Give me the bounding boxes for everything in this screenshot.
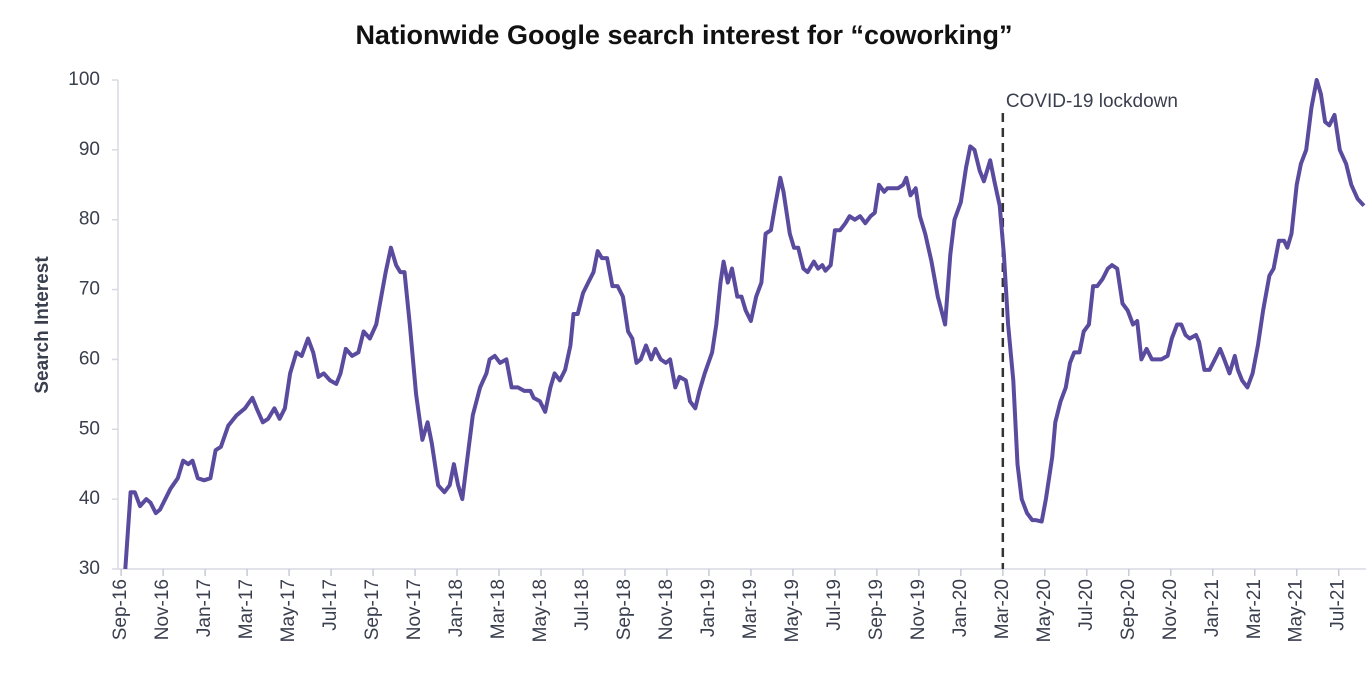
- x-tick-label: Sep-18: [614, 579, 635, 640]
- x-tick-label: Nov-18: [656, 579, 677, 640]
- x-tick-label: Sep-17: [362, 579, 383, 640]
- x-tick-label: Sep-16: [110, 579, 131, 640]
- x-tick-label: Jul-18: [572, 579, 593, 631]
- y-tick-label: 60: [79, 348, 100, 369]
- x-tick-label: Jul-20: [1076, 579, 1097, 631]
- x-tick-label: Nov-20: [1160, 579, 1181, 640]
- y-tick-label: 70: [79, 279, 100, 300]
- x-tick-label: Nov-16: [152, 579, 173, 640]
- x-tick-label: Jul-17: [320, 579, 341, 631]
- y-tick-label: 100: [68, 69, 100, 90]
- x-tick-label: Jan-20: [950, 579, 971, 637]
- x-tick-label: May-17: [278, 579, 299, 642]
- y-tick-label: 40: [79, 488, 100, 509]
- x-tick-label: Jul-19: [824, 579, 845, 631]
- annotation-label: COVID-19 lockdown: [1006, 91, 1178, 112]
- x-tick-label: May-19: [782, 579, 803, 642]
- x-tick-label: Mar-18: [488, 579, 509, 639]
- x-tick-label: Sep-19: [866, 579, 887, 640]
- x-tick-label: May-21: [1286, 579, 1307, 642]
- x-tick-label: May-20: [1034, 579, 1055, 642]
- chart-title: Nationwide Google search interest for “c…: [355, 20, 1012, 50]
- x-tick-label: Jan-17: [194, 579, 215, 637]
- x-tick-label: Jan-19: [698, 579, 719, 637]
- x-tick-label: Sep-20: [1118, 579, 1139, 640]
- x-tick-label: Jul-21: [1328, 579, 1349, 631]
- x-tick-label: May-18: [530, 579, 551, 642]
- series-line: [123, 78, 1366, 570]
- x-tick-label: Mar-21: [1244, 579, 1265, 639]
- y-tick-label: 90: [79, 139, 100, 160]
- y-tick-label: 50: [79, 418, 100, 439]
- x-tick-label: Jan-21: [1202, 579, 1223, 637]
- x-tick-label: Nov-19: [908, 579, 929, 640]
- x-tick-label: Mar-17: [236, 579, 257, 639]
- x-tick-label: Jan-18: [446, 579, 467, 637]
- y-axis-label: Search Interest: [32, 256, 53, 394]
- y-tick-label: 30: [79, 558, 100, 579]
- x-tick-label: Mar-20: [992, 579, 1013, 639]
- x-tick-label: Nov-17: [404, 579, 425, 640]
- y-tick-label: 80: [79, 209, 100, 230]
- x-tick-label: Mar-19: [740, 579, 761, 639]
